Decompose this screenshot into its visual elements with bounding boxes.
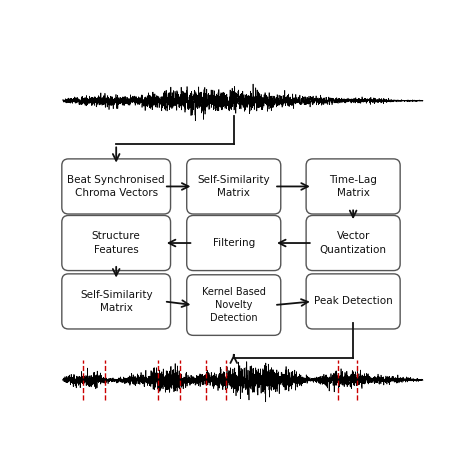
Text: Self-Similarity
Matrix: Self-Similarity Matrix [80,290,153,313]
FancyBboxPatch shape [62,216,171,271]
FancyBboxPatch shape [306,274,400,329]
Text: Self-Similarity
Matrix: Self-Similarity Matrix [198,175,270,198]
FancyBboxPatch shape [187,159,281,214]
Text: Structure
Features: Structure Features [92,231,141,255]
Text: Beat Synchronised
Chroma Vectors: Beat Synchronised Chroma Vectors [67,175,165,198]
Text: Kernel Based
Novelty
Detection: Kernel Based Novelty Detection [202,287,266,323]
FancyBboxPatch shape [62,159,171,214]
Text: Filtering: Filtering [213,238,255,248]
Text: Time-Lag
Matrix: Time-Lag Matrix [329,175,377,198]
FancyBboxPatch shape [62,274,171,329]
FancyBboxPatch shape [187,216,281,271]
Text: Vector
Quantization: Vector Quantization [319,231,387,255]
Text: Peak Detection: Peak Detection [314,296,392,306]
FancyBboxPatch shape [187,275,281,336]
FancyBboxPatch shape [306,159,400,214]
FancyBboxPatch shape [306,216,400,271]
